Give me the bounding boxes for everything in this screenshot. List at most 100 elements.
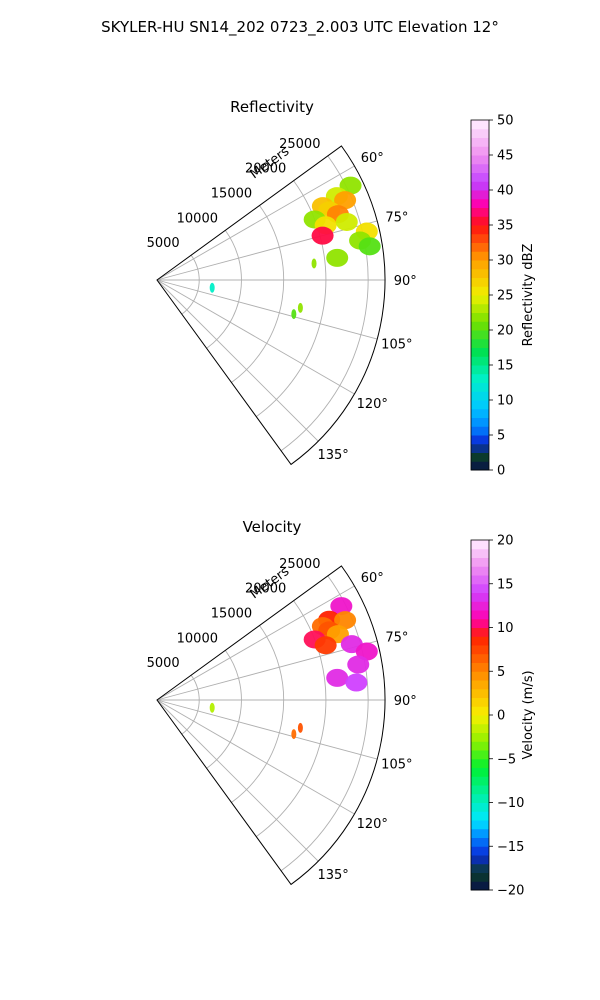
colorbar-band [471, 321, 489, 331]
colorbar-band [471, 120, 489, 130]
range-tick-label: 10000 [177, 631, 218, 646]
colorbar-band [471, 303, 489, 313]
colorbar-band [471, 846, 489, 856]
echo-cell [335, 212, 358, 231]
colorbar-tick-label: 25 [497, 289, 514, 304]
colorbar-band [471, 566, 489, 576]
colorbar-band [471, 338, 489, 348]
colorbar-tick-label: 40 [497, 184, 514, 199]
colorbar-band [471, 260, 489, 270]
echo-cell [358, 237, 381, 256]
colorbar-tick-label: 10 [497, 394, 514, 409]
colorbar-tick-label: −10 [497, 796, 524, 811]
colorbar-band [471, 408, 489, 418]
range-ring [231, 625, 285, 803]
colorbar-band [471, 163, 489, 173]
colorbar-tick-label: 30 [497, 254, 514, 269]
echo-cell [345, 673, 368, 692]
colorbar-band [471, 645, 489, 655]
echo-cell [339, 176, 362, 195]
colorbar-band [471, 627, 489, 637]
colorbar-band [471, 636, 489, 646]
echo-cell [311, 226, 334, 245]
colorbar-tick-label: −20 [497, 884, 524, 899]
echo-cell [347, 655, 370, 674]
azimuth-tick-label: 75° [385, 210, 408, 225]
colorbar-band [471, 312, 489, 322]
colorbar-band [471, 548, 489, 558]
colorbar-band [471, 557, 489, 567]
colorbar-band [471, 828, 489, 838]
colorbar-band [471, 680, 489, 690]
azimuth-gridline [156, 585, 355, 701]
plot-title: Velocity [243, 518, 302, 536]
colorbar-tick-label: 50 [497, 114, 514, 129]
range-tick-label: 25000 [279, 557, 320, 572]
colorbar-band [471, 190, 489, 200]
colorbar-band [471, 146, 489, 156]
colorbar-tick-label: 35 [497, 219, 514, 234]
colorbar-band [471, 128, 489, 138]
range-tick-label: 15000 [211, 607, 252, 622]
colorbar-band [471, 382, 489, 392]
colorbar-band [471, 277, 489, 287]
colorbar-tick-label: 10 [497, 621, 514, 636]
colorbar-band [471, 688, 489, 698]
azimuth-gridline [156, 279, 319, 442]
range-ring [181, 674, 200, 735]
colorbar-tick-label: 15 [497, 359, 514, 374]
colorbar-band [471, 776, 489, 786]
echo-cell [291, 309, 297, 320]
azimuth-tick-label: 105° [381, 338, 412, 353]
range-tick-label: 20000 [245, 162, 286, 177]
azimuth-gridline [156, 699, 319, 862]
reflectivity-plot: Reflectivity500010000150002000025000Mete… [147, 98, 536, 479]
colorbar-band [471, 863, 489, 873]
colorbar-band [471, 461, 489, 471]
figure-title: SKYLER-HU SN14_202 0723_2.003 UTC Elevat… [101, 18, 499, 37]
colorbar-band [471, 435, 489, 445]
colorbar-tick-label: 0 [497, 464, 505, 479]
colorbar-band [471, 671, 489, 681]
echo-cell [334, 611, 357, 630]
azimuth-tick-label: 120° [357, 397, 388, 412]
colorbar-band [471, 872, 489, 882]
colorbar-band [471, 207, 489, 217]
range-ring [181, 254, 200, 315]
sector-frame [156, 145, 386, 466]
azimuth-gridline [156, 279, 355, 395]
colorbar-band [471, 452, 489, 462]
echo-cell [330, 597, 353, 616]
colorbar-band [471, 242, 489, 252]
colorbar-band [471, 750, 489, 760]
range-ring [206, 650, 242, 769]
azimuth-gridline [156, 279, 378, 340]
azimuth-gridline [156, 165, 355, 281]
colorbar-band [471, 583, 489, 593]
colorbar-band [471, 251, 489, 261]
colorbar-band [471, 356, 489, 366]
colorbar-tick-label: 15 [497, 577, 514, 592]
colorbar-band [471, 417, 489, 427]
colorbar-band [471, 723, 489, 733]
colorbar-band [471, 330, 489, 340]
colorbar-band [471, 741, 489, 751]
colorbar-band [471, 268, 489, 278]
colorbar-band [471, 820, 489, 830]
colorbar-label: Reflectivity dBZ [521, 244, 536, 347]
azimuth-tick-label: 120° [357, 817, 388, 832]
colorbar-tick-label: 45 [497, 149, 514, 164]
colorbar-band [471, 575, 489, 585]
colorbar-band [471, 347, 489, 357]
colorbar-band [471, 767, 489, 777]
azimuth-tick-label: 60° [361, 151, 384, 166]
colorbar-band [471, 715, 489, 725]
azimuth-tick-label: 90° [394, 274, 417, 289]
azimuth-tick-label: 75° [385, 630, 408, 645]
colorbar-band [471, 137, 489, 147]
colorbar-tick-label: 20 [497, 534, 514, 549]
plot-title: Reflectivity [230, 98, 314, 116]
range-tick-label: 5000 [147, 236, 180, 251]
